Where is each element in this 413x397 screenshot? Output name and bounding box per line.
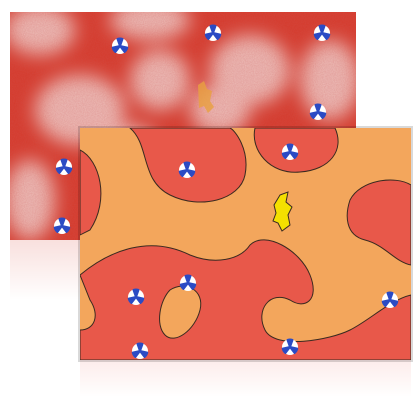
illustration <box>0 0 413 397</box>
front-map <box>78 126 413 362</box>
front-reflection-fade <box>80 360 411 397</box>
page <box>0 0 413 397</box>
